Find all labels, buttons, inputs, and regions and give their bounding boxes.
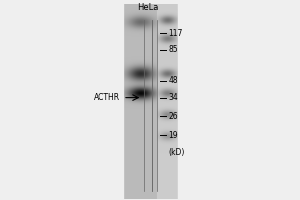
Text: HeLa: HeLa [137,3,158,12]
Text: 19: 19 [169,131,178,140]
Text: 26: 26 [169,112,178,121]
Text: (kD): (kD) [169,148,185,157]
Text: ACTHR: ACTHR [94,93,120,102]
Text: 34: 34 [169,93,178,102]
Text: 85: 85 [169,45,178,54]
Text: 48: 48 [169,76,178,85]
Text: 117: 117 [169,29,183,38]
